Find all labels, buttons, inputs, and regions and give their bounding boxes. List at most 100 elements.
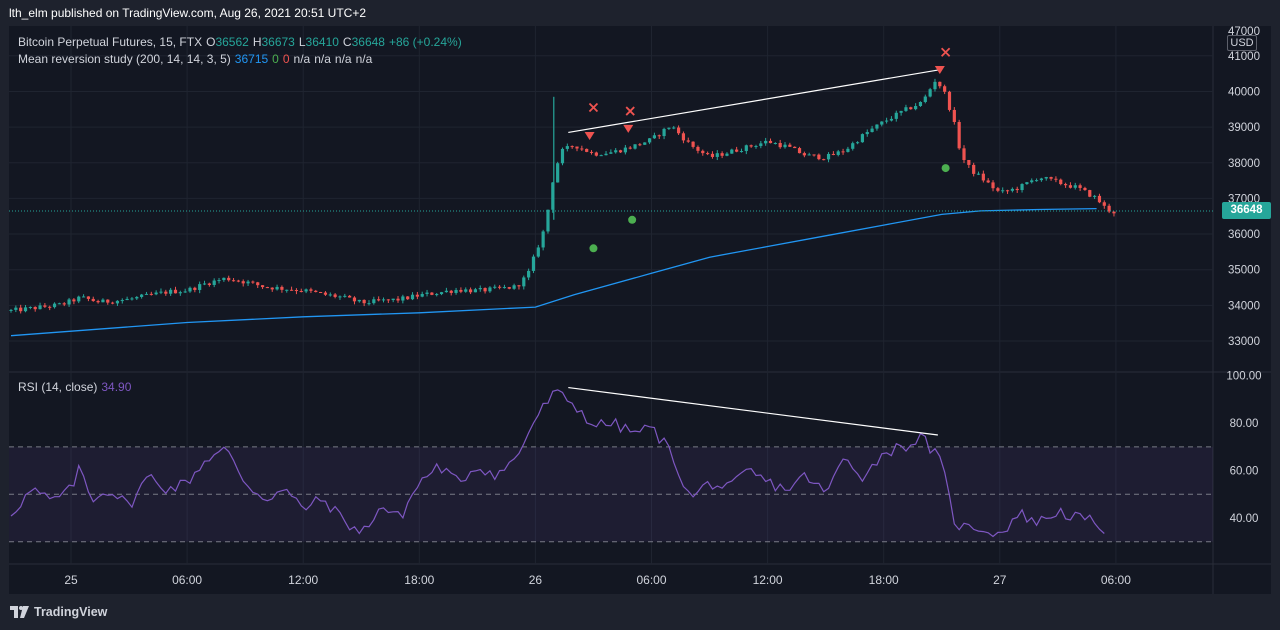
sell-cross xyxy=(625,106,635,116)
candle-body xyxy=(91,298,95,302)
candle-body xyxy=(1005,190,1010,192)
candle-body xyxy=(468,289,473,293)
candle xyxy=(62,302,66,307)
candle xyxy=(188,286,192,293)
candle xyxy=(681,131,686,144)
candle-body xyxy=(183,291,187,293)
candle xyxy=(870,125,874,133)
publisher-line: lth_elm published on TradingView.com, Au… xyxy=(9,6,367,20)
candle-body xyxy=(144,293,149,295)
candle xyxy=(9,308,13,313)
candle xyxy=(638,143,642,147)
candle-body xyxy=(793,146,797,149)
candle-body xyxy=(710,153,715,157)
candle-body xyxy=(1112,211,1116,214)
candle xyxy=(81,294,86,298)
candle-body xyxy=(48,306,52,308)
candle xyxy=(14,305,18,313)
candle-body xyxy=(251,281,255,283)
candle-body xyxy=(822,159,826,161)
candle xyxy=(783,142,787,149)
candle xyxy=(1097,193,1102,204)
candle-body xyxy=(294,290,299,292)
candles xyxy=(9,78,1116,314)
candle-body xyxy=(967,159,971,165)
study-value-na: n/a xyxy=(314,52,331,66)
chart-canvas[interactable]: 33000 34000 35000 36000 37000 38000 39000 40000… xyxy=(9,26,1271,594)
candle-body xyxy=(875,124,879,129)
candle xyxy=(1049,176,1053,181)
candle xyxy=(377,296,381,302)
candle xyxy=(788,142,792,147)
candle xyxy=(401,294,405,304)
candle xyxy=(256,281,260,289)
candle xyxy=(227,275,231,282)
candle xyxy=(841,148,845,155)
candle xyxy=(333,293,337,299)
candle-body xyxy=(589,151,594,153)
candle-body xyxy=(67,299,71,305)
candle xyxy=(918,101,923,107)
candle-body xyxy=(585,148,589,152)
study-value-na: n/a xyxy=(293,52,311,66)
candle xyxy=(338,295,342,300)
candle xyxy=(289,286,294,291)
candle-body xyxy=(52,303,57,308)
candle xyxy=(831,151,835,156)
candle-body xyxy=(372,299,376,304)
candle xyxy=(947,90,952,112)
candle-body xyxy=(1102,202,1106,206)
candle xyxy=(304,288,308,294)
candle xyxy=(904,104,908,112)
candle-body xyxy=(212,280,216,285)
candle xyxy=(435,292,439,297)
candle-body xyxy=(889,118,894,121)
candle-body xyxy=(473,289,478,293)
time-tick-label: 26 xyxy=(529,573,543,587)
candle xyxy=(323,291,328,296)
candle-body xyxy=(236,280,240,282)
candle xyxy=(575,146,579,152)
candle xyxy=(710,151,715,159)
candle xyxy=(91,296,95,302)
candle-body xyxy=(759,143,763,147)
ma-line xyxy=(10,207,1097,337)
candle-body xyxy=(507,287,511,289)
candle-body xyxy=(178,292,182,294)
candle-body xyxy=(130,298,134,300)
candle-body xyxy=(1025,182,1029,185)
candle xyxy=(536,244,540,258)
candle xyxy=(865,129,869,137)
candle xyxy=(381,297,386,303)
candle xyxy=(875,124,879,131)
candle-body xyxy=(449,290,453,293)
symbol-legend: Bitcoin Perpetual Futures, 15, FTX O36562… xyxy=(18,35,466,49)
ohlc-low: 36410 xyxy=(305,35,339,49)
candle-body xyxy=(880,121,884,125)
candle xyxy=(855,141,860,145)
candle xyxy=(198,281,202,294)
candle-body xyxy=(28,306,32,308)
candle-body xyxy=(855,142,860,144)
candle xyxy=(807,152,811,156)
chart-frame[interactable]: 33000 34000 35000 36000 37000 38000 39000 40000… xyxy=(9,26,1271,594)
candle-body xyxy=(565,146,569,149)
candle xyxy=(730,148,734,154)
candle-body xyxy=(459,289,463,292)
candle xyxy=(826,152,831,163)
candle-body xyxy=(560,148,565,164)
currency-badge[interactable]: USD xyxy=(1227,35,1257,51)
candle-body xyxy=(952,109,956,122)
candle-body xyxy=(19,307,23,312)
candle-body xyxy=(580,148,584,150)
candle-body xyxy=(546,209,550,232)
candle-body xyxy=(918,101,923,107)
candle xyxy=(251,280,255,284)
candle xyxy=(478,285,482,292)
sell-cross xyxy=(588,102,599,113)
candle-body xyxy=(981,173,985,181)
tradingview-logo[interactable]: TradingView xyxy=(10,605,107,619)
candle-body xyxy=(933,81,937,90)
candle xyxy=(391,298,395,303)
candle-body xyxy=(686,140,690,142)
